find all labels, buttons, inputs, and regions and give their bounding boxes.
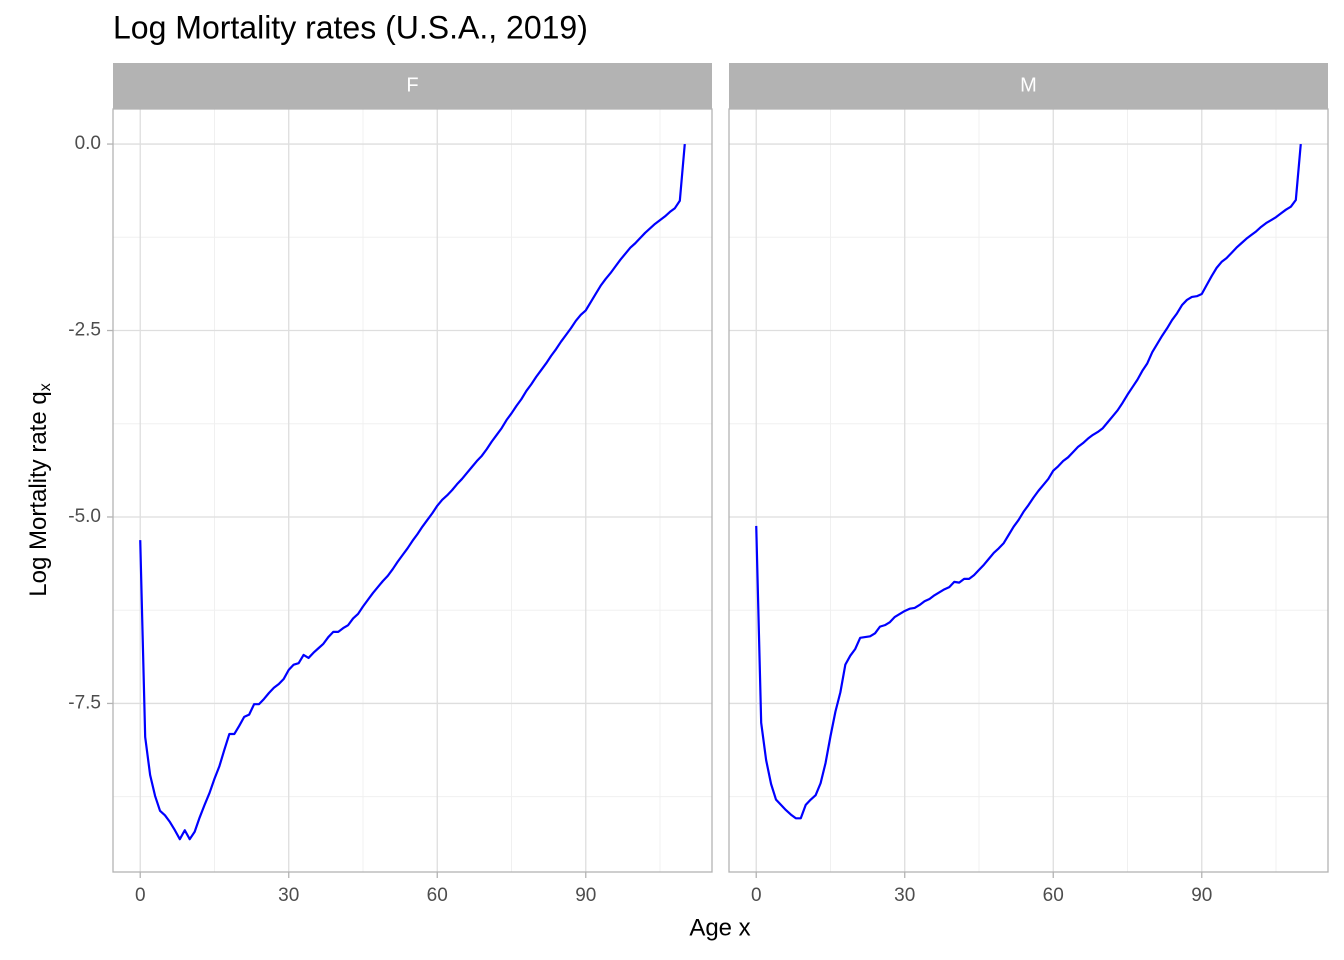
x-tick-label: 90	[1191, 885, 1212, 906]
y-axis-title: Log Mortality rate qx	[25, 383, 54, 596]
strip	[113, 63, 712, 109]
y-tick-label: -7.5	[68, 692, 101, 713]
x-tick-label: 60	[1043, 885, 1064, 906]
x-tick-label: 30	[278, 885, 299, 906]
y-tick-label: 0.0	[75, 133, 101, 154]
y-axis-title-main: Log Mortality rate q	[25, 391, 52, 596]
x-tick-label: 60	[427, 885, 448, 906]
x-tick-label: 90	[575, 885, 596, 906]
x-tick-label: 0	[751, 885, 762, 906]
strip-label: F	[406, 74, 418, 96]
y-tick-label: -5.0	[68, 506, 101, 527]
chart-title: Log Mortality rates (U.S.A., 2019)	[113, 9, 588, 45]
strip-label: M	[1020, 74, 1037, 96]
x-tick-label: 0	[135, 885, 146, 906]
data-line	[139, 143, 686, 841]
panel-border	[112, 108, 713, 873]
y-axis-title-sub: x	[37, 383, 54, 391]
y-tick-label: -2.5	[68, 320, 101, 341]
x-axis-title: Age x	[689, 914, 750, 941]
panel-border	[728, 108, 1329, 873]
strip	[729, 63, 1328, 109]
data-line	[755, 143, 1302, 820]
x-tick-label: 30	[894, 885, 915, 906]
